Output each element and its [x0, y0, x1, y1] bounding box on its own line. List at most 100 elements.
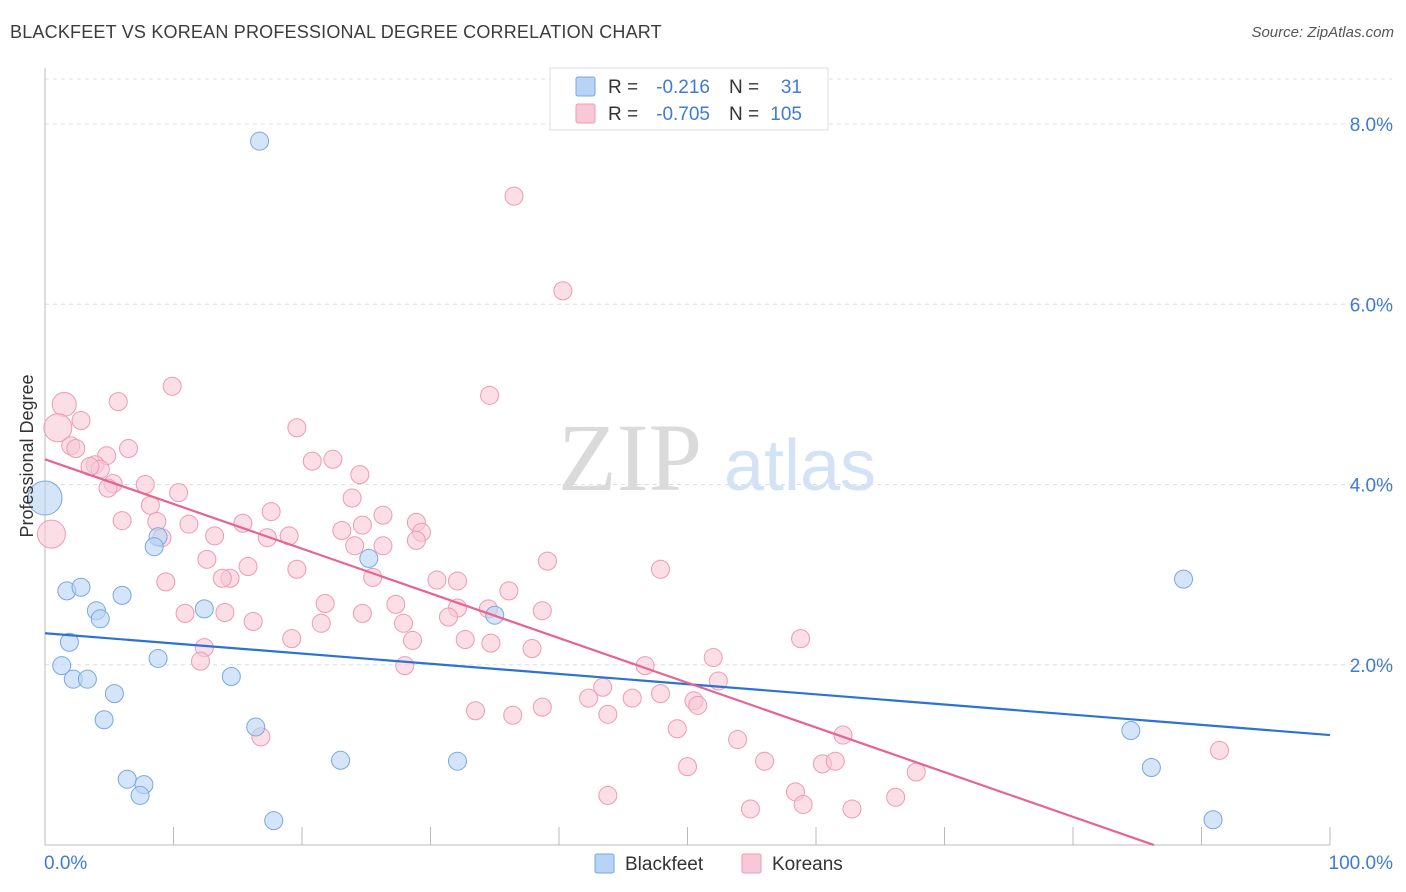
- blackfeet-point: [1141, 757, 1161, 777]
- blackfeet-point: [148, 648, 168, 668]
- koreans-point: [71, 411, 91, 431]
- koreans-point: [651, 684, 671, 704]
- x-tick-label: 0.0%: [44, 853, 87, 874]
- blackfeet-point: [194, 599, 214, 619]
- blackfeet-point: [90, 609, 110, 629]
- koreans-point: [373, 536, 393, 556]
- koreans-point: [1209, 740, 1229, 760]
- watermark-zip: ZIP: [558, 404, 702, 511]
- koreans-point: [755, 751, 775, 771]
- blackfeet-point: [1121, 721, 1141, 741]
- koreans-point: [791, 629, 811, 649]
- blackfeet-points: [27, 131, 1223, 831]
- blackfeet-point: [59, 632, 79, 652]
- koreans-point: [532, 697, 552, 717]
- koreans-point: [886, 787, 906, 807]
- koreans-point: [598, 704, 618, 724]
- blackfeet-point: [52, 656, 72, 676]
- koreans-point: [503, 705, 523, 725]
- koreans-point: [386, 594, 406, 614]
- koreans-point: [287, 418, 307, 438]
- koreans-point: [119, 438, 139, 458]
- koreans-point: [342, 488, 362, 508]
- koreans-point: [395, 656, 415, 676]
- koreans-point: [345, 536, 365, 556]
- blackfeet-r-value: -0.216: [656, 77, 710, 98]
- koreans-point: [112, 511, 132, 531]
- legend-blackfeet-swatch: [594, 853, 615, 874]
- koreans-point: [51, 391, 77, 417]
- koreans-point: [537, 551, 557, 571]
- koreans-point: [352, 603, 372, 623]
- koreans-point: [447, 571, 467, 591]
- blackfeet-point: [27, 480, 63, 516]
- koreans-point: [156, 572, 176, 592]
- koreans-point: [825, 751, 845, 771]
- y-tick-label: 6.0%: [1350, 295, 1393, 316]
- tick-labels: 2.0% 4.0% 6.0% 8.0% 0.0% 100.0%: [44, 115, 1393, 874]
- koreans-point: [197, 549, 217, 569]
- blackfeet-point: [1203, 810, 1223, 830]
- watermark-atlas: atlas: [724, 426, 876, 506]
- koreans-point: [703, 648, 723, 668]
- koreans-point: [406, 530, 426, 550]
- koreans-point: [499, 581, 519, 601]
- koreans-point: [282, 629, 302, 649]
- koreans-point: [906, 762, 926, 782]
- koreans-point: [43, 413, 73, 443]
- y-tick-label: 4.0%: [1350, 476, 1393, 497]
- blackfeet-point: [246, 717, 266, 737]
- koreans-point: [323, 449, 343, 469]
- blackfeet-point: [331, 750, 351, 770]
- koreans-point: [532, 601, 552, 621]
- blackfeet-point: [144, 537, 164, 557]
- koreans-point: [66, 438, 86, 458]
- blackfeet-point: [250, 131, 270, 151]
- blackfeet-n-value: 31: [781, 77, 802, 98]
- koreans-point: [175, 603, 195, 623]
- koreans-point: [238, 557, 258, 577]
- koreans-point: [678, 757, 697, 777]
- blackfeet-point: [77, 669, 97, 689]
- blackfeet-point: [117, 769, 137, 789]
- koreans-point: [740, 799, 760, 819]
- blackfeet-point: [112, 585, 132, 605]
- x-tick-label: 100.0%: [1329, 853, 1394, 874]
- koreans-point: [352, 515, 372, 535]
- koreans-r-value: -0.705: [656, 104, 710, 125]
- blackfeet-point: [94, 710, 114, 730]
- koreans-point: [522, 639, 542, 659]
- koreans-point: [728, 730, 748, 750]
- blackfeet-point: [447, 751, 467, 771]
- blackfeet-point: [264, 811, 284, 831]
- koreans-point: [842, 799, 862, 819]
- axes: [44, 68, 1331, 846]
- blackfeet-point: [104, 684, 124, 704]
- koreans-point: [233, 513, 253, 533]
- blackfeet-point: [1174, 569, 1194, 589]
- koreans-n-label: N =: [729, 104, 759, 125]
- koreans-point: [36, 519, 66, 549]
- koreans-point: [212, 568, 232, 588]
- y-tick-label: 2.0%: [1350, 656, 1393, 677]
- koreans-n-value: 105: [770, 104, 802, 125]
- koreans-point: [598, 785, 618, 805]
- koreans-trend-line: [44, 458, 1155, 847]
- koreans-point: [261, 502, 281, 522]
- watermark: ZIP atlas: [558, 404, 876, 511]
- koreans-point: [504, 186, 524, 206]
- koreans-r-label: R =: [608, 104, 638, 125]
- koreans-point: [579, 688, 599, 708]
- koreans-swatch: [575, 103, 596, 124]
- blackfeet-point: [359, 548, 379, 568]
- koreans-point: [108, 392, 128, 412]
- blackfeet-r-label: R =: [608, 77, 638, 98]
- koreans-point: [162, 376, 182, 396]
- series-legend: Blackfeet Koreans: [594, 853, 843, 875]
- legend-blackfeet-label: Blackfeet: [625, 854, 704, 875]
- blackfeet-point: [130, 785, 150, 805]
- koreans-point: [438, 607, 458, 627]
- koreans-point: [793, 794, 813, 814]
- koreans-point: [651, 559, 671, 579]
- koreans-point: [667, 719, 687, 739]
